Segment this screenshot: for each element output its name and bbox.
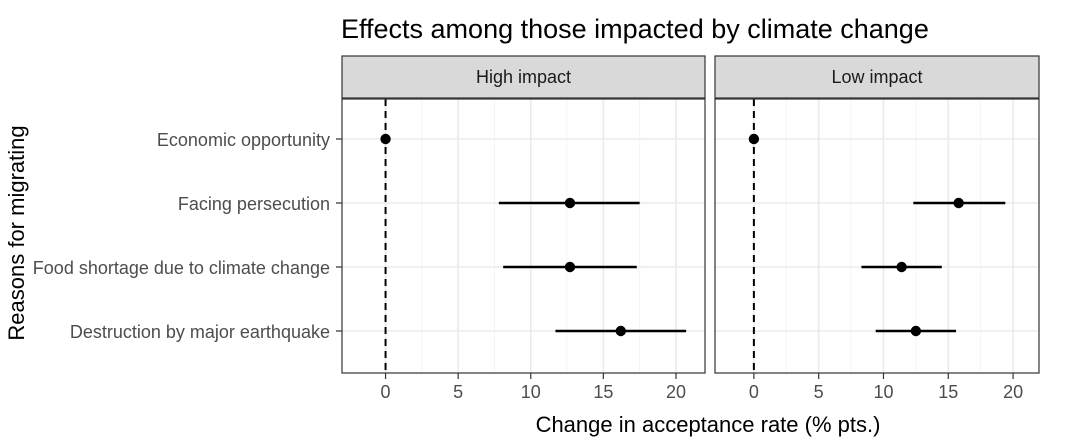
facet-strip-label: High impact xyxy=(476,67,571,87)
y-tick-label: Facing persecution xyxy=(178,194,330,214)
x-axis-label: Change in acceptance rate (% pts.) xyxy=(536,412,881,437)
panels-layer: High impact 0 5 10 15 20 Low impact 0 5 10 15 20 xyxy=(341,55,1040,402)
x-tick-label: 0 xyxy=(381,382,391,402)
point-estimate xyxy=(896,261,907,273)
point-estimate xyxy=(615,325,626,337)
point-estimate xyxy=(380,133,391,145)
point-estimate xyxy=(953,197,964,209)
point-estimate xyxy=(564,261,576,273)
point-estimate xyxy=(748,133,760,145)
facet-strip xyxy=(714,55,1040,99)
x-tick-label: 15 xyxy=(593,382,613,402)
panel-border xyxy=(341,98,706,374)
x-tick-label: 0 xyxy=(749,382,759,402)
y-tick-label: Economic opportunity xyxy=(157,130,330,150)
x-tick-label: 5 xyxy=(814,382,824,402)
y-axis-label: Reasons for migrating xyxy=(4,125,29,340)
facet-panel: Low impact 0 5 10 15 20 xyxy=(714,55,1040,402)
y-category-labels: Economic opportunity Facing persecution Fo… xyxy=(33,130,342,342)
x-tick-label: 5 xyxy=(453,382,463,402)
point-estimate xyxy=(564,197,576,209)
facet-strip-label: Low impact xyxy=(831,67,922,87)
x-tick-label: 15 xyxy=(938,382,958,402)
panel-background xyxy=(342,99,705,373)
y-tick-label: Food shortage due to climate change xyxy=(33,258,330,278)
y-tick-label: Destruction by major earthquake xyxy=(70,322,330,342)
chart-title: Effects among those impacted by climate … xyxy=(341,14,929,44)
facet-panel: High impact 0 5 10 15 20 xyxy=(341,55,706,402)
facet-strip xyxy=(341,55,706,99)
x-tick-label: 20 xyxy=(1003,382,1023,402)
panel-background xyxy=(715,99,1039,373)
x-tick-label: 10 xyxy=(521,382,541,402)
panel-border xyxy=(714,98,1040,374)
point-estimate xyxy=(910,325,922,337)
x-tick-label: 10 xyxy=(873,382,893,402)
x-tick-label: 20 xyxy=(666,382,686,402)
